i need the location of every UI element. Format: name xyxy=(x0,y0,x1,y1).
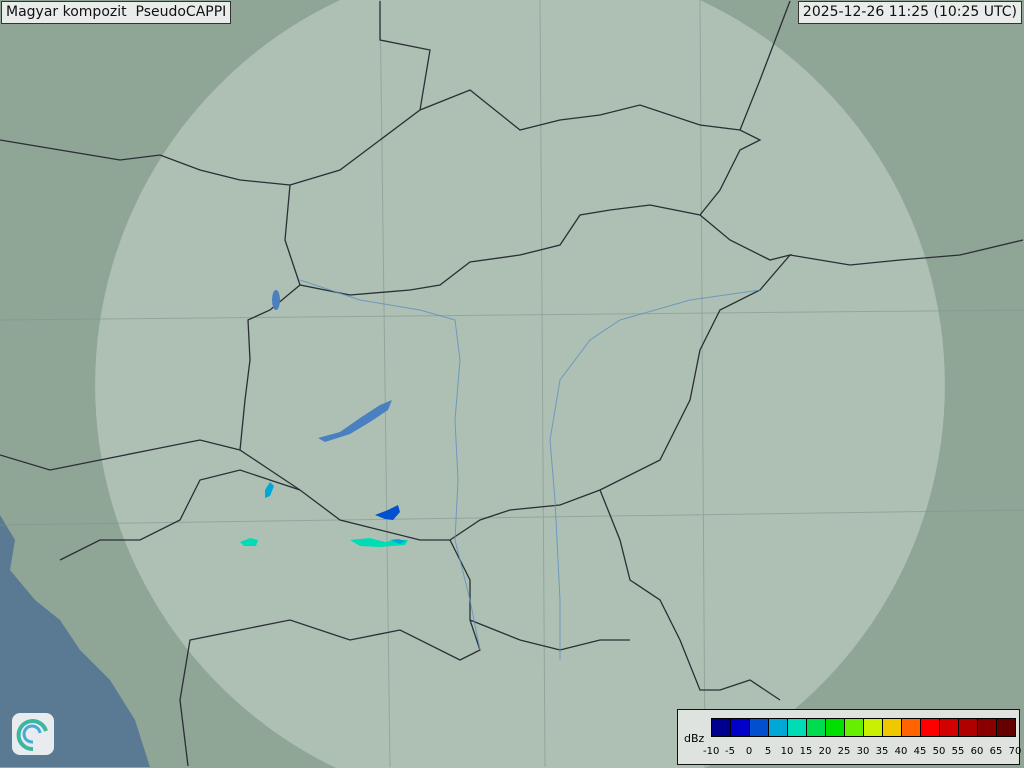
echo-cell xyxy=(375,505,400,520)
lake-balaton xyxy=(318,400,392,442)
lake-neusiedl xyxy=(272,290,280,310)
echo-cell xyxy=(350,538,408,547)
legend-tick-label: 15 xyxy=(799,746,813,757)
legend-swatch xyxy=(978,719,997,736)
legend-tick-label: 65 xyxy=(989,746,1003,757)
map-title: Magyar kompozit PseudoCAPPI xyxy=(1,1,232,24)
radar-echoes xyxy=(240,482,408,547)
hungary-border xyxy=(239,204,792,541)
rivers xyxy=(299,279,761,660)
legend-tick-label: 40 xyxy=(894,746,908,757)
legend-tick-label: -5 xyxy=(725,746,735,757)
timestamp: 2025-12-26 11:25 (10:25 UTC) xyxy=(797,1,1022,24)
legend-tick-label: 0 xyxy=(745,746,753,757)
legend-tick-label: 60 xyxy=(970,746,984,757)
legend-tick-label: 55 xyxy=(951,746,965,757)
legend-swatch xyxy=(769,719,788,736)
echo-cell xyxy=(240,538,258,546)
legend-tick-label: 70 xyxy=(1008,746,1022,757)
legend-tick-label: 25 xyxy=(837,746,851,757)
legend-tick-label: 20 xyxy=(818,746,832,757)
legend-swatch xyxy=(788,719,807,736)
legend-tick-label: 50 xyxy=(932,746,946,757)
legend-swatch xyxy=(826,719,845,736)
legend-unit: dBz xyxy=(684,732,705,745)
echo-cell xyxy=(265,482,274,498)
legend-tick-label: 35 xyxy=(875,746,889,757)
echo-cell xyxy=(390,539,406,544)
legend-swatch xyxy=(750,719,769,736)
omsz-swirl-logo-icon xyxy=(12,713,54,755)
legend-swatch xyxy=(921,719,940,736)
legend-swatch xyxy=(807,719,826,736)
legend-swatch xyxy=(902,719,921,736)
legend-color-bar xyxy=(711,718,1016,737)
legend-tick-label: -10 xyxy=(703,746,720,757)
legend-ticks: -10 -5 0 5 10 15 20 25 30 35 40 45 50 55 60 65 70 xyxy=(678,746,1021,760)
legend-swatch xyxy=(845,719,864,736)
legend-swatch xyxy=(959,719,978,736)
legend-swatch xyxy=(712,719,731,736)
legend-swatch xyxy=(883,719,902,736)
radar-coverage-area xyxy=(95,0,945,768)
legend-tick-label: 30 xyxy=(856,746,870,757)
legend-tick-label: 45 xyxy=(913,746,927,757)
legend-swatch xyxy=(940,719,959,736)
legend-swatch xyxy=(864,719,883,736)
legend-tick-label: 10 xyxy=(780,746,794,757)
legend-swatch xyxy=(731,719,750,736)
adriatic-sea xyxy=(0,515,150,767)
legend-tick-label: 5 xyxy=(764,746,772,757)
legend-swatch xyxy=(997,719,1015,736)
dbz-color-legend: dBz -10 -5 0 5 10 15 20 25 30 35 40 45 50 55 60 65 70 xyxy=(677,709,1021,765)
